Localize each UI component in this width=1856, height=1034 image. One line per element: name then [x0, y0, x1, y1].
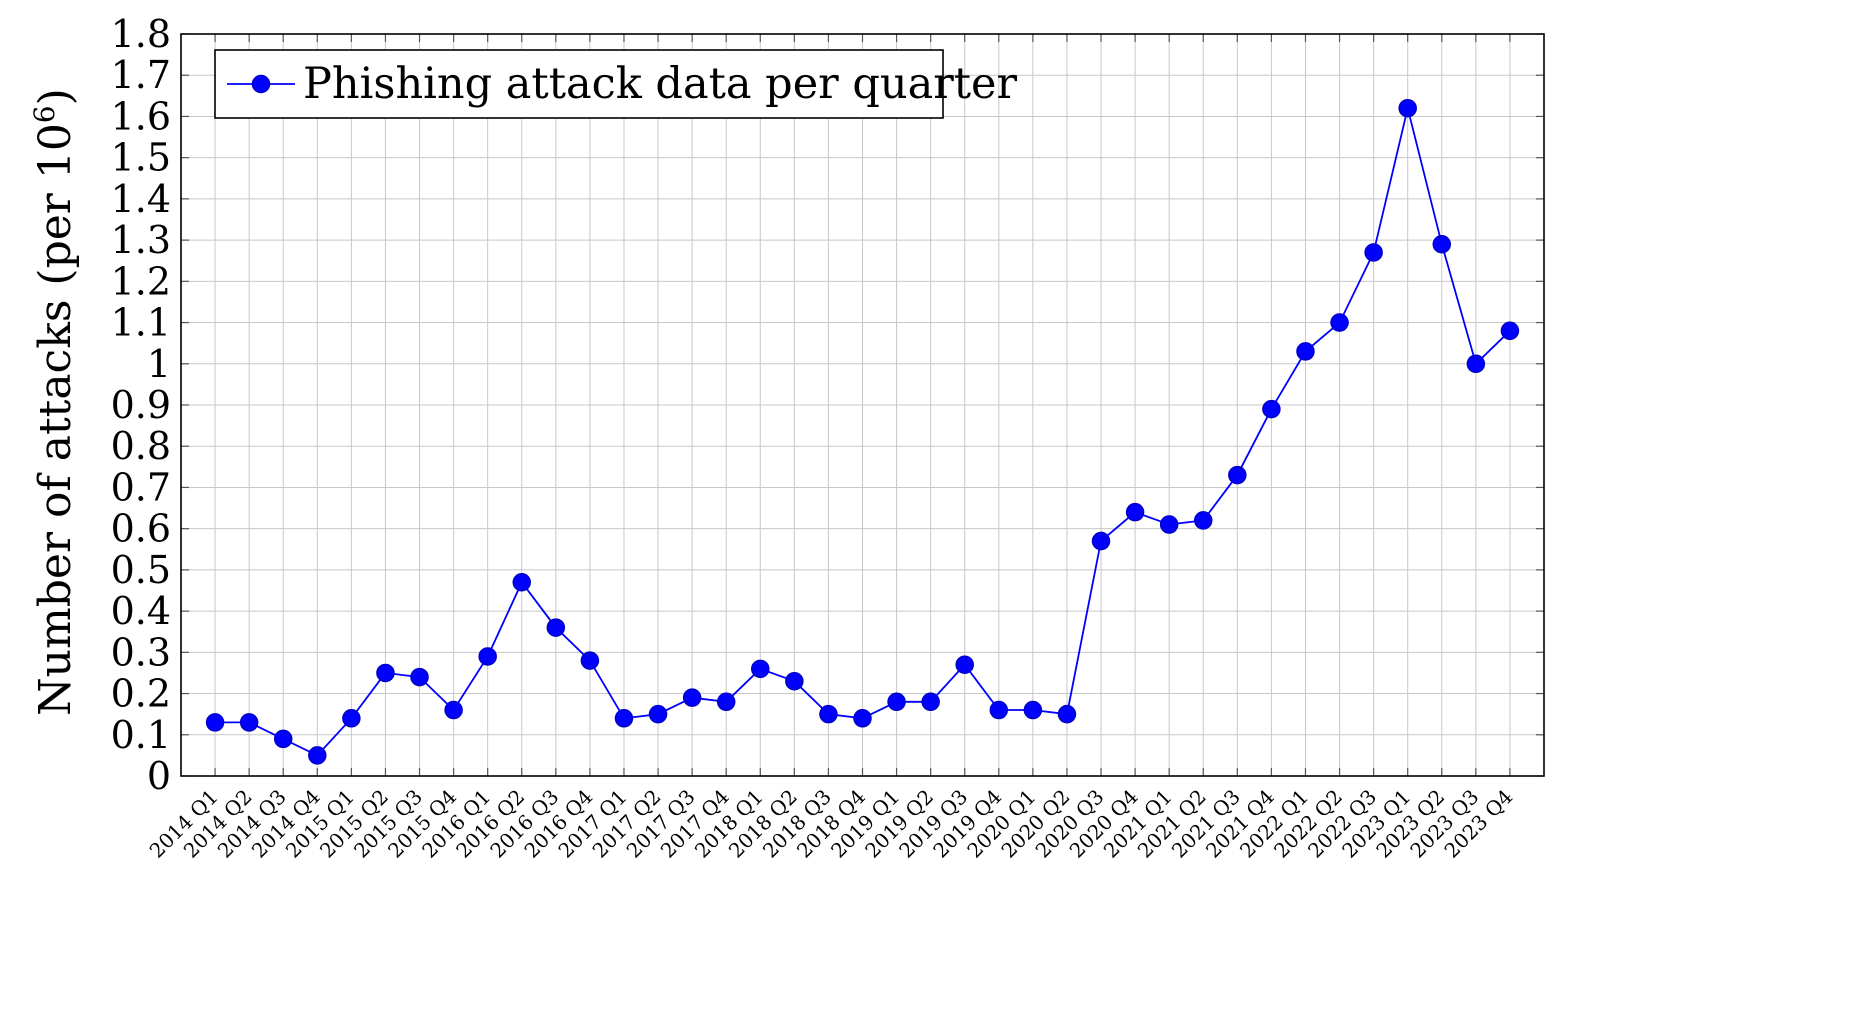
- series-layer: [205, 98, 1520, 765]
- y-tick-label: 0.2: [111, 672, 171, 716]
- y-axis-tick-labels: 00.10.20.30.40.50.60.70.80.911.11.21.31.…: [111, 12, 171, 798]
- legend-box: [214, 49, 944, 119]
- data-point: [1228, 465, 1247, 485]
- y-tick-label: 1.6: [111, 94, 171, 138]
- data-point: [1057, 704, 1077, 724]
- data-point: [1262, 399, 1281, 419]
- data-point: [887, 692, 906, 712]
- data-point: [239, 713, 259, 732]
- y-axis-label-main: Number of attacks (per 10: [30, 123, 81, 716]
- data-point: [614, 709, 634, 728]
- data-point: [1023, 700, 1043, 720]
- data-point: [989, 700, 1009, 720]
- plot-area-frame: [180, 33, 1545, 777]
- data-point: [716, 692, 736, 712]
- data-point: [853, 709, 872, 728]
- data-point: [648, 704, 668, 724]
- data-point: [1500, 321, 1520, 341]
- data-point: [376, 663, 395, 683]
- legend-series-label: Phishing attack data per quarter: [303, 59, 1018, 109]
- data-point: [546, 618, 566, 637]
- data-point: [273, 729, 293, 749]
- axis-ticks: [181, 33, 1544, 777]
- y-tick-label: 1.5: [111, 136, 171, 180]
- data-point: [1159, 515, 1179, 534]
- data-point: [785, 671, 804, 691]
- y-tick-label: 1.2: [111, 259, 171, 303]
- y-tick-label: 1: [147, 342, 171, 386]
- data-point: [819, 704, 838, 724]
- y-tick-label: 0.5: [111, 548, 171, 592]
- data-point: [1364, 243, 1383, 262]
- data-point: [444, 700, 463, 720]
- y-tick-label: 1.7: [111, 53, 171, 97]
- data-point: [205, 713, 225, 732]
- data-point: [1466, 354, 1486, 374]
- y-tick-label: 0: [147, 754, 171, 798]
- y-tick-label: 1.1: [111, 301, 171, 345]
- data-point: [955, 655, 974, 674]
- data-point: [1296, 342, 1315, 361]
- y-tick-label: 0.4: [111, 589, 171, 633]
- data-point: [1398, 98, 1417, 118]
- data-point: [1194, 511, 1213, 530]
- data-point: [580, 651, 600, 670]
- y-tick-label: 0.9: [111, 383, 171, 427]
- legend-marker-swatch: [251, 74, 271, 94]
- data-point: [1432, 234, 1452, 254]
- y-axis-label-suffix: ): [30, 88, 81, 105]
- y-axis-label-exponent: 6: [28, 105, 61, 123]
- y-tick-label: 1.4: [111, 177, 171, 221]
- legend: Phishing attack data per quarter: [214, 49, 1018, 119]
- data-point: [921, 692, 940, 712]
- data-point: [1125, 502, 1145, 522]
- data-point: [478, 647, 497, 666]
- y-tick-label: 1.3: [111, 218, 171, 262]
- y-tick-label: 1.8: [111, 12, 171, 56]
- data-point: [682, 688, 702, 707]
- data-point: [342, 709, 361, 728]
- data-point: [1091, 531, 1111, 551]
- data-point: [308, 746, 327, 765]
- y-tick-label: 0.1: [111, 713, 171, 757]
- data-point: [1330, 313, 1349, 332]
- data-point: [512, 573, 531, 592]
- y-tick-label: 0.7: [111, 465, 171, 509]
- y-tick-label: 0.3: [111, 630, 171, 674]
- y-axis-label: Number of attacks (per 106): [28, 88, 81, 716]
- y-tick-label: 0.8: [111, 424, 171, 468]
- data-point: [751, 659, 770, 679]
- y-tick-label: 0.6: [111, 507, 171, 551]
- data-point: [410, 667, 429, 687]
